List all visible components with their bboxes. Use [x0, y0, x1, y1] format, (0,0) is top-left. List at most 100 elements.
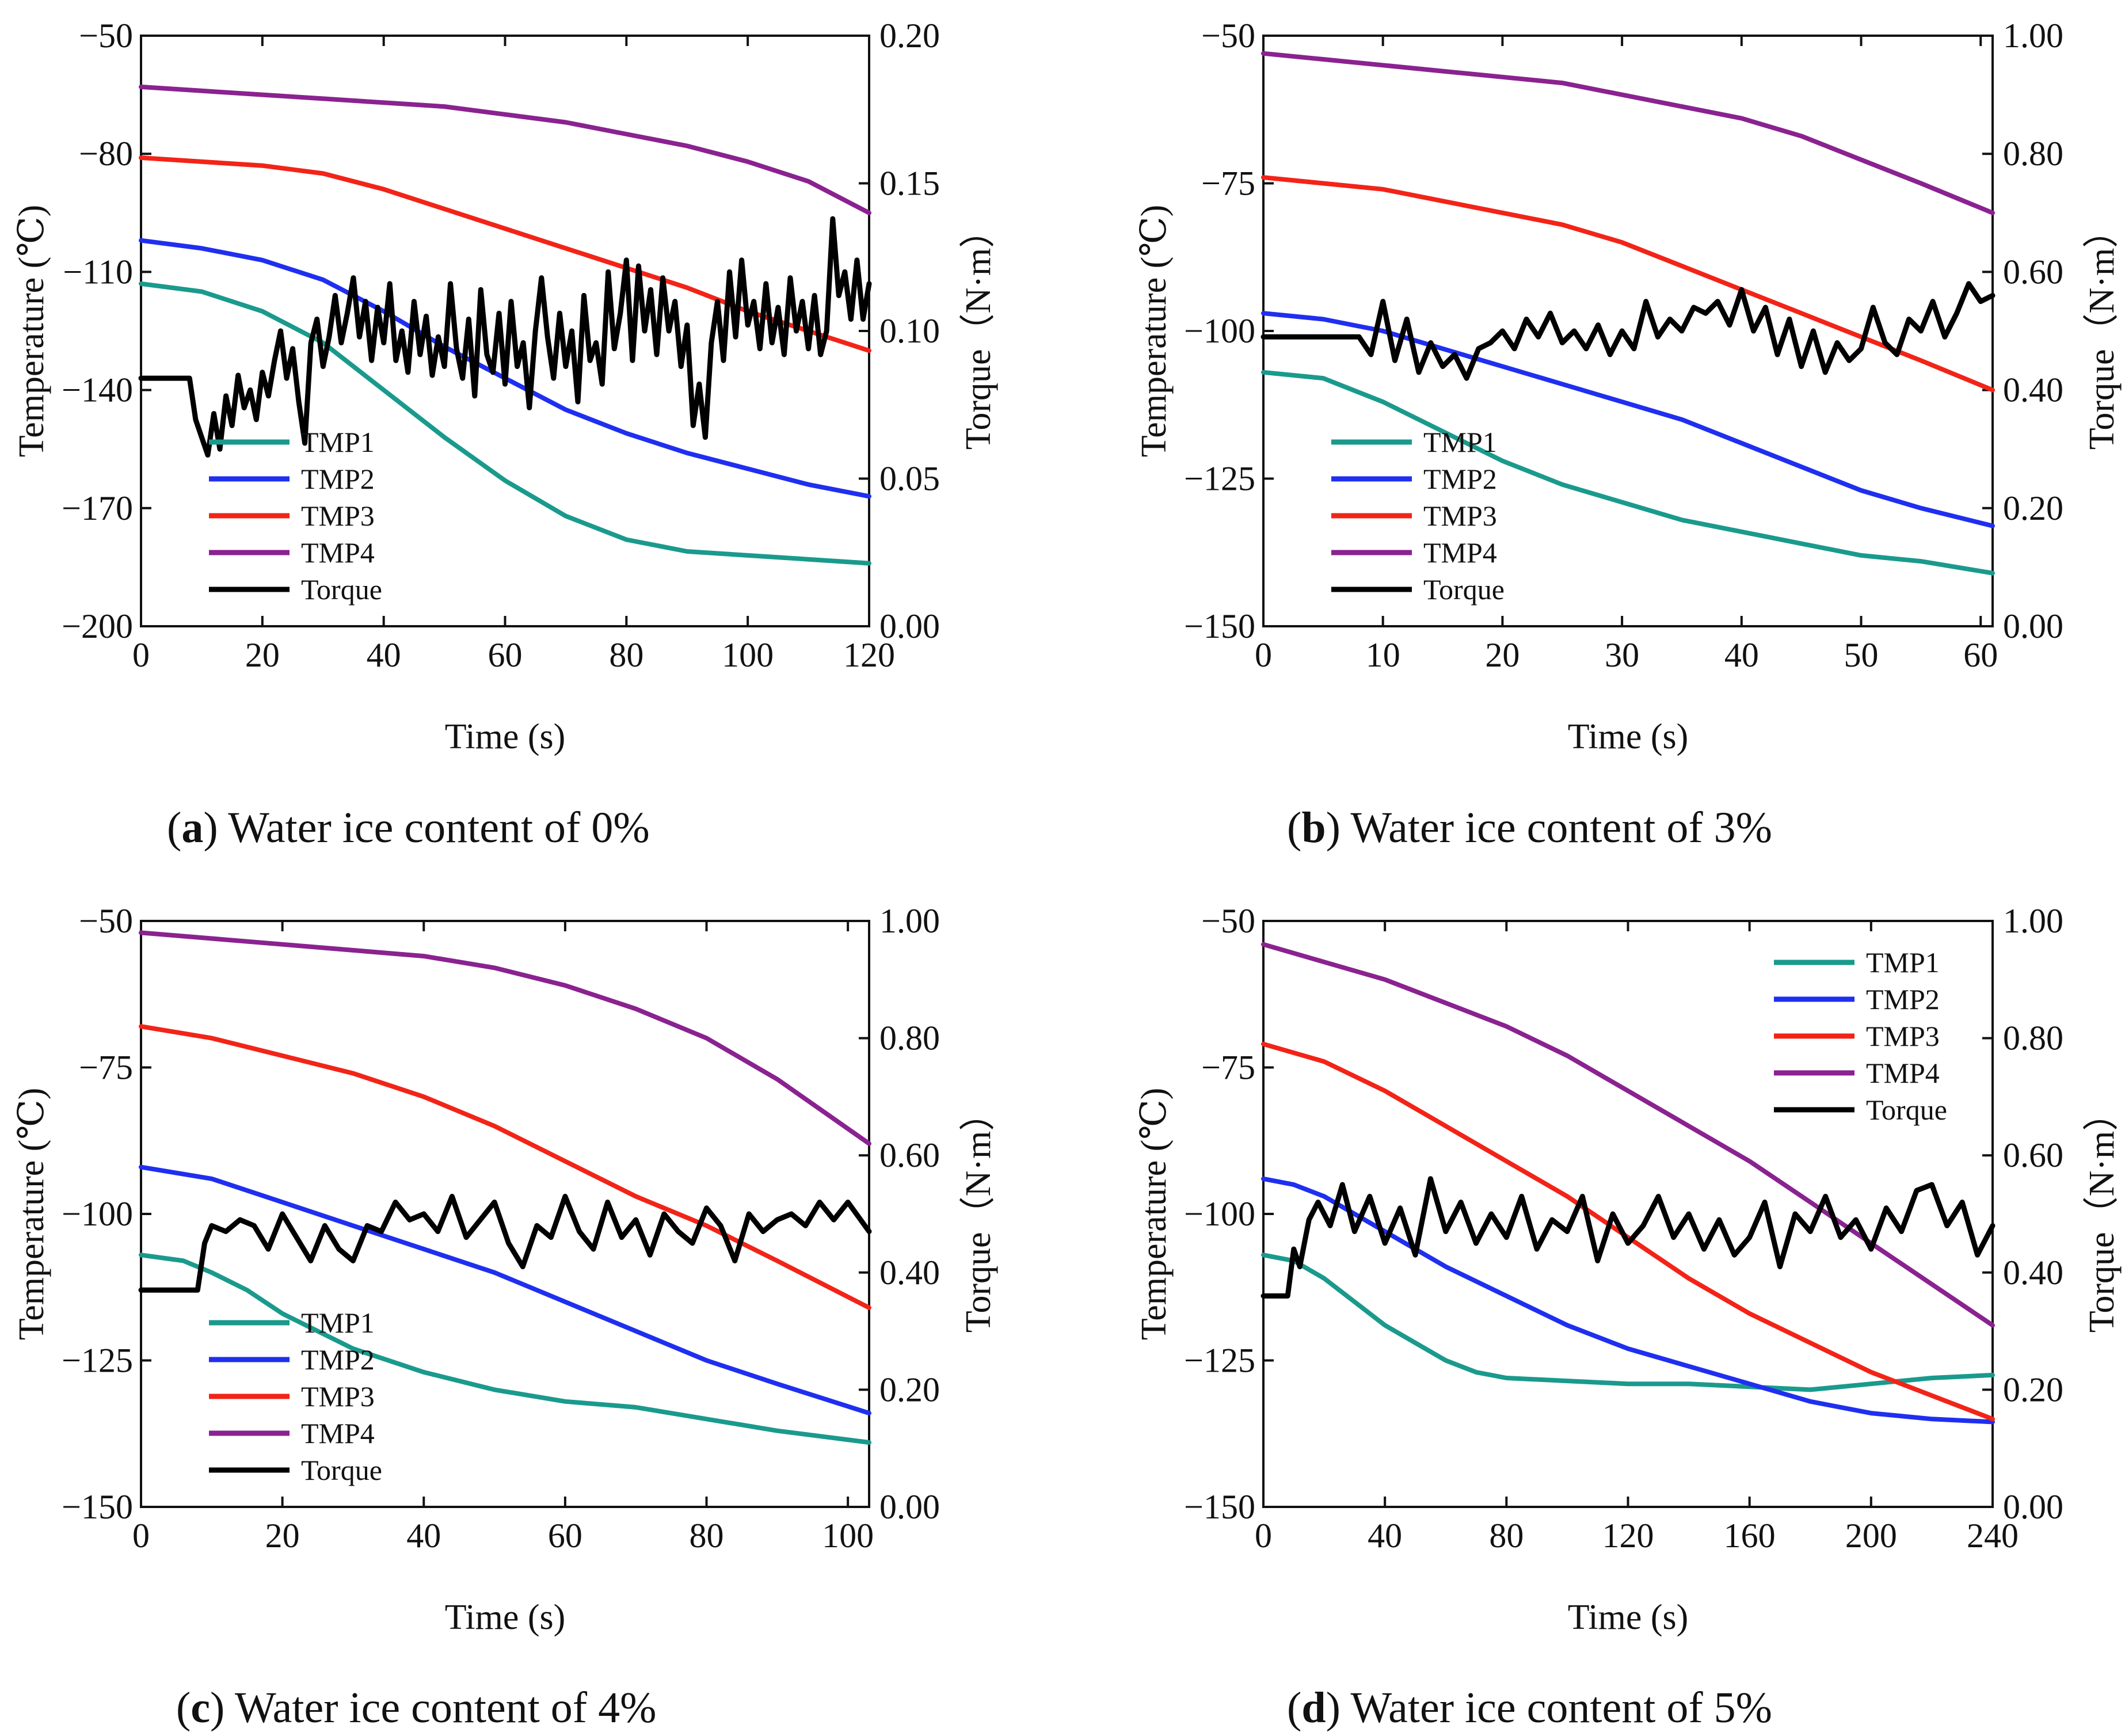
legend-label-tmp1: TMP1: [1423, 426, 1497, 458]
legend-label-torque: Torque: [301, 1454, 382, 1486]
y2-tick-label: 0.20: [2003, 489, 2063, 527]
x-axis-title: Time (s): [445, 717, 566, 756]
y2-tick-label: 0.00: [879, 607, 940, 645]
series-line-torque: [1260, 1176, 1995, 1299]
y-tick-label: −100: [62, 1195, 133, 1233]
y-tick-label: −75: [1201, 165, 1255, 203]
legend-label-tmp2: TMP2: [1866, 983, 1940, 1015]
x-tick-label: 20: [1485, 636, 1520, 674]
chart-panel-a: 0 20 40 60 80 100 120 −50 −80 −110 −140 −170 −200 0.2…: [12, 17, 998, 756]
y-tick-label: −150: [1184, 1488, 1255, 1526]
y-tick-label: −50: [79, 902, 133, 940]
plot-frame: [140, 920, 870, 1508]
x-tick-label: 40: [1724, 636, 1759, 674]
series-line-tmp1: [139, 1252, 871, 1445]
y2-tick-label: 0.60: [2003, 253, 2063, 291]
y2-tick-label: 1.00: [2003, 902, 2063, 940]
chart-panel-c: 0 20 40 60 80 100 −50 −75 −100 −125 −150 1.00 0.80 0.…: [12, 902, 998, 1637]
y-tick-label: −140: [62, 371, 133, 409]
x-tick-label: 0: [1255, 636, 1272, 674]
y-tick-label: −50: [1201, 902, 1255, 940]
y-axis-title: Temperature (℃): [1134, 1088, 1174, 1341]
y2-tick-label: 0.80: [2003, 1019, 2063, 1057]
x-tick-label: 60: [548, 1517, 582, 1555]
series-line-torque: [138, 216, 872, 458]
y2-tick-label: 0.40: [2003, 371, 2063, 409]
y-tick-label: −125: [62, 1342, 133, 1380]
legend-label-torque: Torque: [1866, 1094, 1947, 1126]
y2-tick-label: 0.20: [879, 1370, 940, 1408]
y-tick-label: −75: [1201, 1049, 1255, 1087]
x-tick-label: 0: [132, 636, 150, 674]
legend-label-tmp2: TMP2: [1423, 463, 1497, 495]
caption-b: (b) Water ice content of 3%: [1287, 804, 1772, 852]
series-line-tmp1: [1261, 1252, 1995, 1392]
y-tick-label: −125: [1184, 1342, 1255, 1380]
x-tick-label: 80: [1489, 1517, 1524, 1555]
y-tick-label: −110: [63, 253, 133, 291]
y-tick-label: −75: [79, 1049, 133, 1087]
y-tick-label: −80: [79, 135, 133, 173]
y2-tick-label: 0.00: [2003, 1488, 2063, 1526]
y-tick-label: −100: [1184, 1195, 1255, 1233]
y-tick-label: −125: [1184, 460, 1255, 498]
legend-label-tmp3: TMP3: [301, 1380, 375, 1413]
y2-tick-label: 0.40: [2003, 1254, 2063, 1292]
x-axis-title: Time (s): [1568, 1598, 1689, 1637]
series-line-tmp3: [1261, 175, 1995, 393]
legend-label-tmp3: TMP3: [1423, 500, 1497, 532]
y-tick-label: −100: [1184, 312, 1255, 350]
y2-axis-title: Torque（N·m）: [2082, 212, 2122, 450]
legend-label-torque: Torque: [301, 573, 382, 606]
y2-axis-title: Torque（N·m）: [2082, 1095, 2122, 1333]
legend-label-tmp4: TMP4: [1423, 536, 1497, 569]
series-line-tmp4: [139, 84, 871, 215]
y-tick-label: −50: [79, 17, 133, 55]
series-line-tmp2: [1261, 1176, 1995, 1425]
x-tick-label: 0: [132, 1517, 150, 1555]
x-axis-title: Time (s): [1568, 717, 1689, 756]
legend-label-tmp2: TMP2: [301, 1343, 375, 1376]
x-tick-label: 50: [1844, 636, 1879, 674]
x-tick-label: 60: [488, 636, 523, 674]
x-tick-label: 160: [1724, 1517, 1776, 1555]
series-line-tmp3: [139, 1024, 871, 1310]
x-tick-label: 20: [265, 1517, 300, 1555]
y2-tick-label: 0.20: [2003, 1370, 2063, 1408]
chart-panel-b: 0 10 20 30 40 50 60 −50 −75 −100 −125 −150 1.00 0.80 0…: [1134, 17, 2122, 756]
x-tick-label: 60: [1963, 636, 1998, 674]
legend-label-tmp4: TMP4: [1866, 1057, 1940, 1089]
y-axis-title: Temperature (℃): [12, 1088, 51, 1341]
x-tick-label: 40: [367, 636, 401, 674]
legend-label-tmp4: TMP4: [301, 1417, 375, 1449]
legend-label-tmp2: TMP2: [301, 463, 375, 495]
y2-tick-label: 0.10: [879, 312, 940, 350]
y2-tick-label: 1.00: [2003, 17, 2063, 55]
series-line-tmp4: [139, 930, 871, 1146]
x-tick-label: 40: [1368, 1517, 1402, 1555]
y2-tick-label: 0.40: [879, 1254, 940, 1292]
y2-tick-label: 0.80: [2003, 135, 2063, 173]
caption-a: (a) Water ice content of 0%: [167, 804, 650, 852]
y2-tick-label: 0.00: [2003, 607, 2063, 645]
series-line-tmp1: [1261, 370, 1995, 576]
series-line-tmp3: [1261, 1041, 1995, 1422]
x-tick-label: 80: [690, 1517, 724, 1555]
legend-label-tmp3: TMP3: [1866, 1020, 1940, 1052]
legend-label-tmp4: TMP4: [301, 536, 375, 569]
y-tick-label: −170: [62, 489, 133, 527]
y2-tick-label: 0.00: [879, 1488, 940, 1526]
x-tick-label: 120: [1602, 1517, 1654, 1555]
legend-label-tmp1: TMP1: [301, 1307, 375, 1339]
y2-tick-label: 0.60: [879, 1136, 940, 1174]
y2-tick-label: 0.15: [879, 165, 940, 203]
x-tick-label: 20: [245, 636, 280, 674]
x-tick-label: 0: [1255, 1517, 1272, 1555]
y2-tick-label: 1.00: [879, 902, 940, 940]
x-tick-label: 120: [843, 636, 895, 674]
x-tick-label: 100: [722, 636, 774, 674]
y2-tick-label: 0.20: [879, 17, 940, 55]
legend-label-torque: Torque: [1423, 573, 1505, 606]
x-tick-label: 30: [1605, 636, 1639, 674]
